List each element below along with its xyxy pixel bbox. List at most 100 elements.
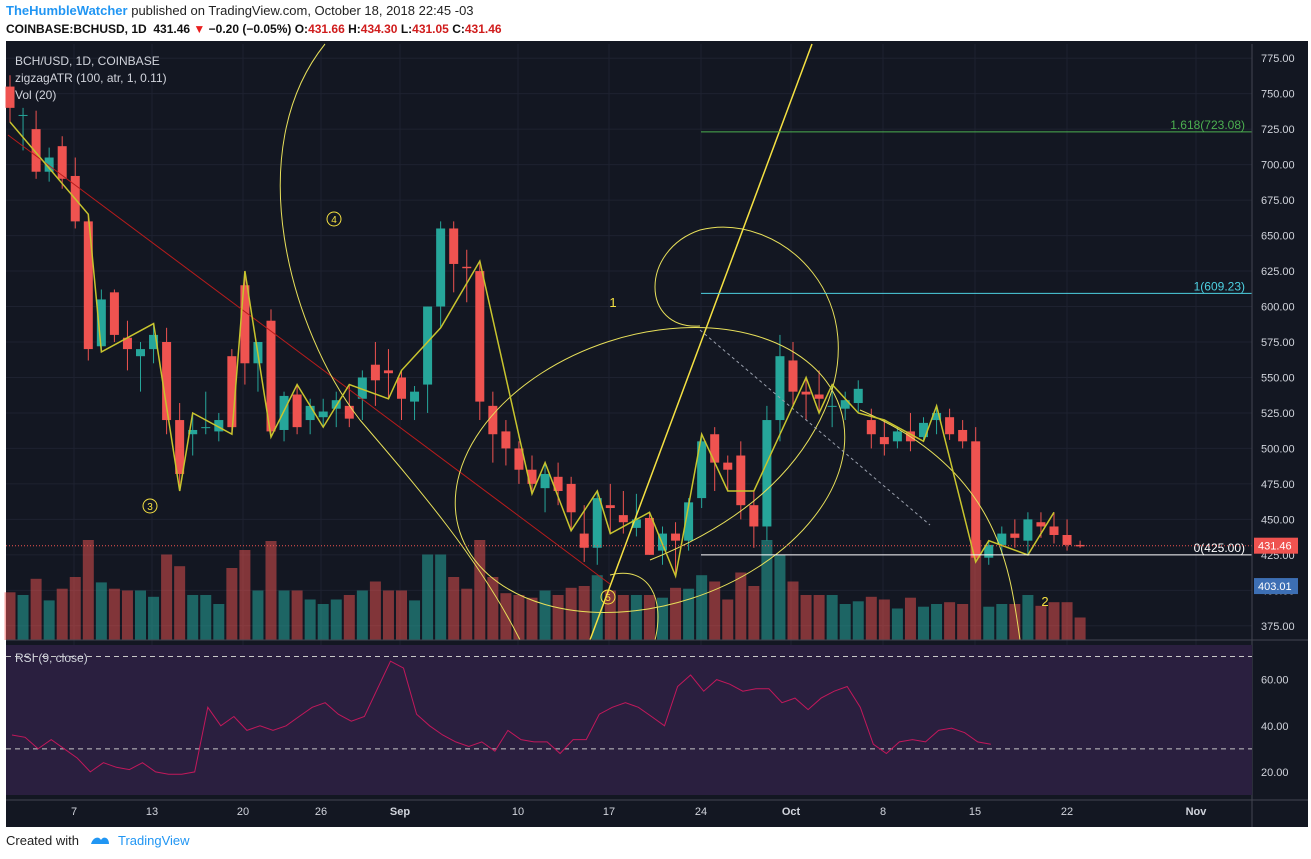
price-change: −0.20 (−0.05%)	[208, 22, 292, 36]
candle-body	[553, 476, 563, 491]
volume-bar	[904, 597, 916, 640]
candle-body	[266, 320, 276, 432]
candle-body	[775, 356, 785, 421]
volume-bar	[148, 596, 160, 640]
right-arc[interactable]	[859, 409, 1021, 641]
impulse-line[interactable]	[589, 43, 813, 641]
time-tick-label: 17	[603, 806, 615, 818]
volume-bar	[891, 608, 903, 640]
volume-bar	[278, 590, 290, 640]
candle-body	[410, 391, 420, 402]
fib-1-label: 1(609.23)	[1194, 279, 1245, 293]
volume-bars	[4, 540, 1086, 640]
volume-bar	[774, 554, 786, 640]
fib-ellipse-large[interactable]	[418, 280, 882, 660]
time-tick-label: 10	[512, 806, 524, 818]
zigzag-indicator	[9, 121, 1055, 579]
volume-bar	[17, 595, 29, 640]
candle-body	[618, 515, 628, 523]
spiral-left-arc[interactable]	[279, 43, 521, 641]
volume-bar	[539, 590, 551, 640]
fib-levels: 1.618(723.08) 1(609.23) 0(425.00)	[6, 118, 1252, 556]
spiral-arc[interactable]	[649, 226, 839, 561]
close-label: C:	[452, 22, 465, 36]
volume-bar	[591, 575, 603, 640]
candle-body	[919, 422, 928, 438]
volume-bar	[944, 602, 956, 640]
volume-bar	[135, 590, 146, 640]
volume-bar	[30, 578, 42, 640]
high-label: H:	[348, 22, 361, 36]
candle-body	[671, 533, 681, 541]
candle-body	[514, 448, 524, 470]
price-tick-label: 625.00	[1261, 266, 1295, 278]
volume-bar	[239, 550, 251, 640]
volume-bar	[983, 606, 995, 640]
volume-bar	[474, 540, 486, 640]
candle-body	[175, 420, 185, 474]
candle-body	[1010, 533, 1020, 538]
volume-bar	[696, 575, 708, 640]
volume-bar	[565, 587, 577, 640]
time-tick-label: 26	[315, 806, 327, 818]
candle-body	[579, 533, 589, 548]
candle-body	[1023, 519, 1033, 541]
volume-bar	[957, 604, 969, 640]
candle-body	[827, 405, 837, 407]
wave-label-4: 4	[331, 215, 337, 226]
volume-bar	[617, 595, 629, 640]
volume-bar	[748, 586, 760, 640]
volume-bar	[918, 606, 929, 640]
candle-body	[96, 299, 106, 347]
wave-label-2: 2	[1041, 594, 1048, 609]
volume-bar	[448, 577, 460, 640]
volume-bar	[761, 540, 773, 640]
fib-0-label: 0(425.00)	[1194, 541, 1245, 555]
volume-bar	[670, 587, 682, 640]
author-name[interactable]: TheHumbleWatcher	[6, 3, 128, 18]
price-tick-label: 750.00	[1261, 89, 1295, 101]
footer: Created with TradingView	[6, 833, 190, 850]
legend-volume: Vol (20)	[15, 88, 56, 102]
downtrend-line[interactable]	[7, 134, 611, 585]
candle-body	[644, 517, 654, 555]
volume-bar	[996, 604, 1008, 640]
fib-1618-label: 1.618(723.08)	[1170, 118, 1245, 132]
candle-body	[397, 377, 406, 399]
text-labels: BCH/USD, 1D, COINBASE zigzagATR (100, atr…	[15, 54, 1049, 665]
candle-body	[984, 544, 994, 558]
volume-bar	[95, 582, 107, 640]
volume-bar	[487, 577, 499, 640]
rsi-tick-label: 20.00	[1261, 767, 1289, 779]
tradingview-link[interactable]: TradingView	[118, 833, 190, 848]
candle-body	[18, 114, 28, 116]
volume-bar	[252, 590, 264, 640]
low-label: L:	[400, 22, 413, 36]
volume-bar	[121, 590, 133, 640]
candle-body	[31, 129, 41, 172]
volume-bar	[382, 590, 394, 640]
candlesticks	[5, 75, 1085, 577]
volume-bar	[317, 604, 329, 640]
candle-body	[305, 405, 315, 421]
volume-bar	[369, 581, 381, 640]
price-tick-label: 475.00	[1261, 479, 1295, 491]
volume-bar	[683, 588, 695, 640]
candle-body	[814, 394, 824, 399]
small-arc[interactable]	[609, 572, 659, 641]
created-with-label: Created with	[6, 833, 79, 848]
volume-bar	[174, 566, 186, 640]
time-tick-label: 8	[880, 806, 886, 818]
candle-body	[749, 505, 759, 527]
open-value: 431.66	[308, 22, 345, 36]
wave-label-5: 5	[605, 593, 611, 604]
candle-body	[136, 349, 145, 357]
down-arrow-icon: ▼	[193, 22, 206, 36]
candle-body	[736, 455, 746, 506]
volume-bar	[43, 600, 55, 640]
rsi-background	[6, 645, 1252, 795]
candle-body	[292, 394, 302, 428]
dashed-projection[interactable]	[699, 329, 931, 526]
candle-body	[109, 292, 119, 335]
